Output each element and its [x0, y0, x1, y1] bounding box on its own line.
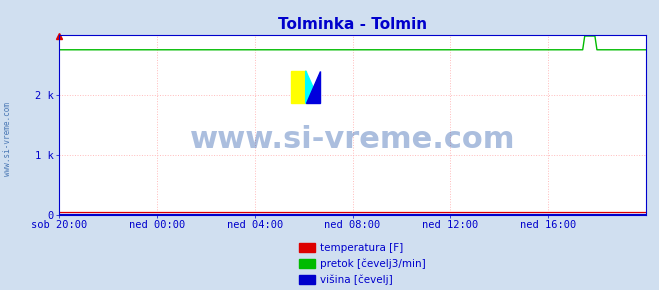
- Text: www.si-vreme.com: www.si-vreme.com: [190, 125, 515, 154]
- Bar: [291, 71, 306, 103]
- Polygon shape: [306, 71, 320, 103]
- Legend: temperatura [F], pretok [čevelj3/min], višina [čevelj]: temperatura [F], pretok [čevelj3/min], v…: [299, 243, 426, 285]
- Title: Tolminka - Tolmin: Tolminka - Tolmin: [278, 17, 427, 32]
- Polygon shape: [306, 71, 320, 103]
- Text: www.si-vreme.com: www.si-vreme.com: [3, 102, 13, 176]
